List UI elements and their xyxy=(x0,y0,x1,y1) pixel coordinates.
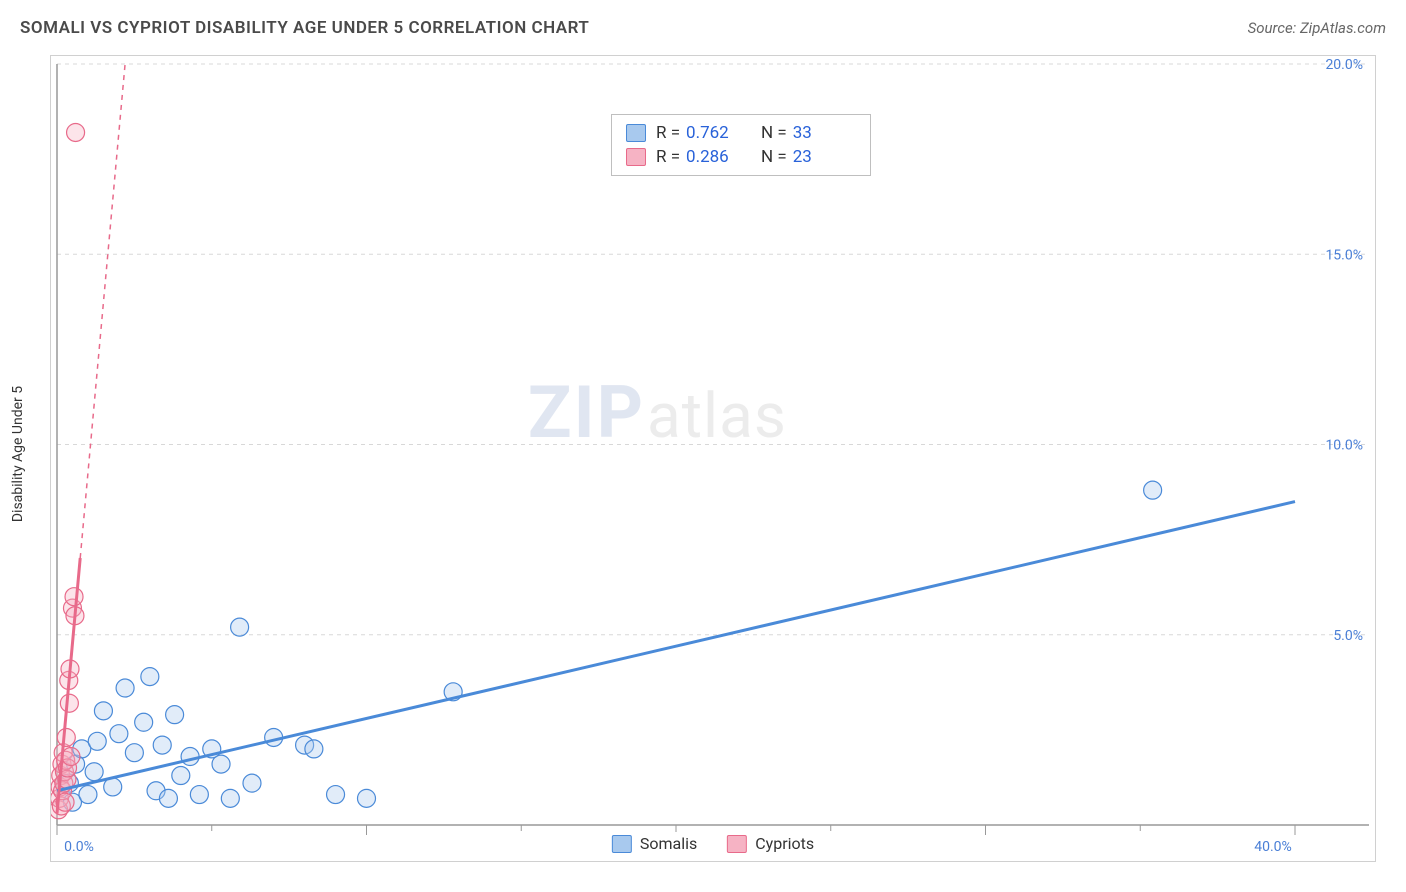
svg-text:ZIP: ZIP xyxy=(528,370,645,455)
stat-n-value: 23 xyxy=(793,147,812,167)
stat-row: R = 0.762 N = 33 xyxy=(626,121,856,145)
chart-header: SOMALI VS CYPRIOT DISABILITY AGE UNDER 5… xyxy=(20,18,1386,38)
legend-label: Somalis xyxy=(640,834,697,853)
stat-r-label: R = xyxy=(656,147,680,167)
series-swatch xyxy=(626,148,646,166)
series-legend: Somalis Cypriots xyxy=(602,832,824,855)
chart-title: SOMALI VS CYPRIOT DISABILITY AGE UNDER 5… xyxy=(20,18,589,38)
legend-item: Cypriots xyxy=(727,834,814,853)
series-swatch xyxy=(626,124,646,142)
stat-row: R = 0.286 N = 23 xyxy=(626,145,856,169)
svg-text:0.0%: 0.0% xyxy=(64,839,94,855)
stat-n-value: 33 xyxy=(793,123,812,143)
legend-swatch xyxy=(612,835,632,853)
svg-text:15.0%: 15.0% xyxy=(1325,247,1363,263)
legend-item: Somalis xyxy=(612,834,697,853)
stat-n-label: N = xyxy=(761,147,787,167)
scatter-plot-svg: ZIPatlas 0.0% 40.0% 5.0% 10.0% 15.0% 20.0% xyxy=(51,56,1375,861)
stat-r-value: 0.286 xyxy=(686,147,729,167)
chart-plot-area: ZIPatlas 0.0% 40.0% 5.0% 10.0% 15.0% 20.0% R =… xyxy=(50,55,1376,862)
stat-n-label: N = xyxy=(761,123,787,143)
y-axis-label: Disability Age Under 5 xyxy=(10,386,26,522)
stat-r-label: R = xyxy=(656,123,680,143)
svg-text:40.0%: 40.0% xyxy=(1254,839,1292,855)
source-attribution: Source: ZipAtlas.com xyxy=(1248,19,1386,37)
svg-text:20.0%: 20.0% xyxy=(1325,57,1363,73)
svg-text:5.0%: 5.0% xyxy=(1333,628,1363,644)
svg-text:atlas: atlas xyxy=(647,380,787,453)
legend-label: Cypriots xyxy=(755,834,814,853)
legend-swatch xyxy=(727,835,747,853)
stat-r-value: 0.762 xyxy=(686,123,729,143)
correlation-stats-box: R = 0.762 N = 33 R = 0.286 N = 23 xyxy=(611,114,871,176)
svg-text:10.0%: 10.0% xyxy=(1325,438,1363,454)
